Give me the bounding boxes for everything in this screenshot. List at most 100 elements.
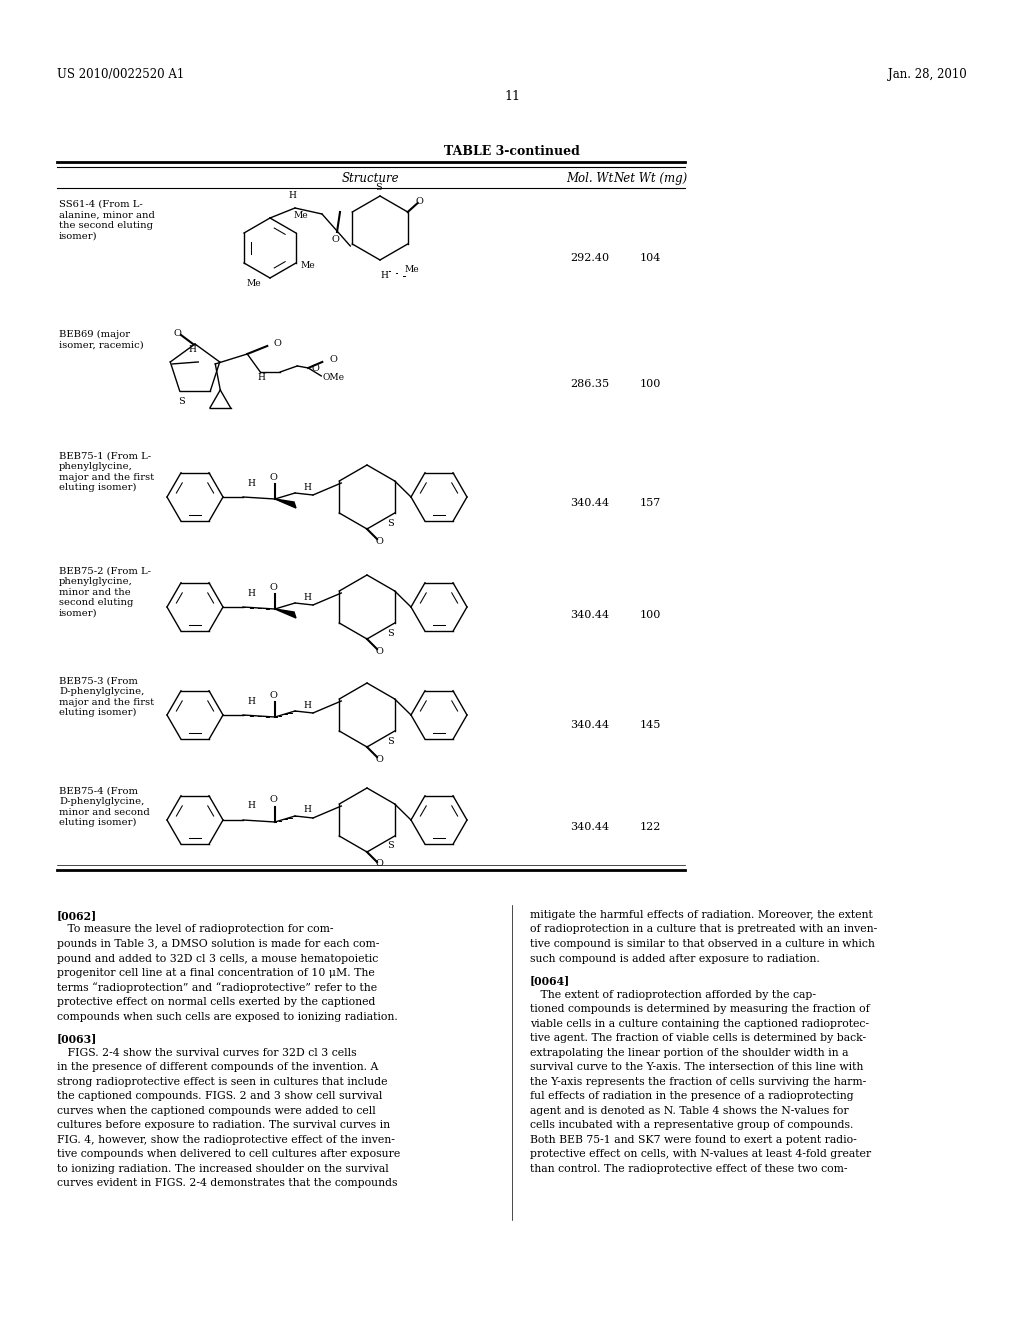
Text: H: H xyxy=(188,346,197,355)
Text: tive compound is similar to that observed in a culture in which: tive compound is similar to that observe… xyxy=(530,939,874,949)
Text: 286.35: 286.35 xyxy=(570,379,609,389)
Text: progenitor cell line at a final concentration of 10 μM. The: progenitor cell line at a final concentr… xyxy=(57,968,375,978)
Text: BEB75-1 (From L-
phenylglycine,
major and the first
eluting isomer): BEB75-1 (From L- phenylglycine, major an… xyxy=(59,451,155,492)
Text: O: O xyxy=(416,198,424,206)
Text: tive agent. The fraction of viable cells is determined by back-: tive agent. The fraction of viable cells… xyxy=(530,1034,866,1043)
Text: Structure: Structure xyxy=(341,172,398,185)
Text: 11: 11 xyxy=(504,90,520,103)
Text: cells incubated with a representative group of compounds.: cells incubated with a representative gr… xyxy=(530,1121,853,1130)
Text: BEB69 (major
isomer, racemic): BEB69 (major isomer, racemic) xyxy=(59,330,143,350)
Polygon shape xyxy=(275,499,296,508)
Text: viable cells in a culture containing the captioned radioprotec-: viable cells in a culture containing the… xyxy=(530,1019,869,1028)
Text: H: H xyxy=(380,272,388,281)
Text: H: H xyxy=(303,593,311,602)
Text: [0063]: [0063] xyxy=(57,1034,97,1044)
Text: O: O xyxy=(375,647,383,656)
Text: curves evident in FIGS. 2-4 demonstrates that the compounds: curves evident in FIGS. 2-4 demonstrates… xyxy=(57,1179,397,1188)
Text: Jan. 28, 2010: Jan. 28, 2010 xyxy=(888,69,967,81)
Text: 104: 104 xyxy=(639,253,660,263)
Text: SS61-4 (From L-
alanine, minor and
the second eluting
isomer): SS61-4 (From L- alanine, minor and the s… xyxy=(59,201,155,240)
Text: pound and added to 32D cl 3 cells, a mouse hematopoietic: pound and added to 32D cl 3 cells, a mou… xyxy=(57,953,378,964)
Text: curves when the captioned compounds were added to cell: curves when the captioned compounds were… xyxy=(57,1106,376,1115)
Text: H: H xyxy=(257,374,265,383)
Text: Me: Me xyxy=(247,279,261,288)
Text: the Y-axis represents the fraction of cells surviving the harm-: the Y-axis represents the fraction of ce… xyxy=(530,1077,866,1086)
Text: [0062]: [0062] xyxy=(57,909,97,921)
Text: protective effect on normal cells exerted by the captioned: protective effect on normal cells exerte… xyxy=(57,997,376,1007)
Text: 100: 100 xyxy=(639,610,660,620)
Text: H: H xyxy=(247,479,255,487)
Text: S: S xyxy=(387,842,394,850)
Text: O: O xyxy=(375,536,383,545)
Text: BEB75-2 (From L-
phenylglycine,
minor and the
second eluting
isomer): BEB75-2 (From L- phenylglycine, minor an… xyxy=(59,568,151,618)
Text: such compound is added after exposure to radiation.: such compound is added after exposure to… xyxy=(530,953,820,964)
Text: The extent of radioprotection afforded by the cap-: The extent of radioprotection afforded b… xyxy=(530,990,816,999)
Polygon shape xyxy=(275,609,296,618)
Text: Net Wt (mg): Net Wt (mg) xyxy=(613,172,687,185)
Text: 292.40: 292.40 xyxy=(570,253,609,263)
Text: H: H xyxy=(288,191,296,201)
Text: BEB75-3 (From
D-phenylglycine,
major and the first
eluting isomer): BEB75-3 (From D-phenylglycine, major and… xyxy=(59,677,155,717)
Text: 340.44: 340.44 xyxy=(570,719,609,730)
Text: mitigate the harmful effects of radiation. Moreover, the extent: mitigate the harmful effects of radiatio… xyxy=(530,909,872,920)
Text: TABLE 3-continued: TABLE 3-continued xyxy=(444,145,580,158)
Text: Me: Me xyxy=(294,210,308,219)
Text: Both BEB 75-1 and SK7 were found to exert a potent radio-: Both BEB 75-1 and SK7 were found to exer… xyxy=(530,1135,857,1144)
Text: S: S xyxy=(387,628,394,638)
Text: agent and is denoted as N. Table 4 shows the N-values for: agent and is denoted as N. Table 4 shows… xyxy=(530,1106,849,1115)
Text: O: O xyxy=(273,339,282,348)
Text: to ionizing radiation. The increased shoulder on the survival: to ionizing radiation. The increased sho… xyxy=(57,1164,389,1173)
Text: FIGS. 2-4 show the survival curves for 32D cl 3 cells: FIGS. 2-4 show the survival curves for 3… xyxy=(57,1048,356,1057)
Text: of radioprotection in a culture that is pretreated with an inven-: of radioprotection in a culture that is … xyxy=(530,924,878,935)
Text: [0064]: [0064] xyxy=(530,975,570,986)
Text: survival curve to the Y-axis. The intersection of this line with: survival curve to the Y-axis. The inters… xyxy=(530,1063,863,1072)
Text: Me: Me xyxy=(301,260,315,269)
Text: O: O xyxy=(375,859,383,869)
Text: 157: 157 xyxy=(639,498,660,507)
Text: Mol. Wt: Mol. Wt xyxy=(566,172,613,185)
Text: H: H xyxy=(303,805,311,814)
Text: 340.44: 340.44 xyxy=(570,610,609,620)
Text: strong radioprotective effect is seen in cultures that include: strong radioprotective effect is seen in… xyxy=(57,1077,387,1086)
Text: 122: 122 xyxy=(639,822,660,833)
Text: tioned compounds is determined by measuring the fraction of: tioned compounds is determined by measur… xyxy=(530,1005,869,1014)
Text: H: H xyxy=(247,801,255,810)
Text: O: O xyxy=(375,755,383,763)
Text: O: O xyxy=(269,796,276,804)
Text: US 2010/0022520 A1: US 2010/0022520 A1 xyxy=(57,69,184,81)
Text: cultures before exposure to radiation. The survival curves in: cultures before exposure to radiation. T… xyxy=(57,1121,390,1130)
Text: 340.44: 340.44 xyxy=(570,498,609,507)
Text: O: O xyxy=(311,364,319,374)
Text: S: S xyxy=(375,183,381,193)
Text: pounds in Table 3, a DMSO solution is made for each com-: pounds in Table 3, a DMSO solution is ma… xyxy=(57,939,379,949)
Text: than control. The radioprotective effect of these two com-: than control. The radioprotective effect… xyxy=(530,1164,848,1173)
Text: To measure the level of radioprotection for com-: To measure the level of radioprotection … xyxy=(57,924,334,935)
Text: O: O xyxy=(269,582,276,591)
Text: H: H xyxy=(303,483,311,491)
Text: O: O xyxy=(331,235,339,244)
Text: the captioned compounds. FIGS. 2 and 3 show cell survival: the captioned compounds. FIGS. 2 and 3 s… xyxy=(57,1092,382,1101)
Text: protective effect on cells, with N-values at least 4-fold greater: protective effect on cells, with N-value… xyxy=(530,1150,871,1159)
Text: O: O xyxy=(269,473,276,482)
Text: Me: Me xyxy=(404,265,419,275)
Text: H: H xyxy=(247,589,255,598)
Text: O: O xyxy=(269,690,276,700)
Text: H: H xyxy=(247,697,255,705)
Text: FIG. 4, however, show the radioprotective effect of the inven-: FIG. 4, however, show the radioprotectiv… xyxy=(57,1135,395,1144)
Text: O: O xyxy=(173,330,181,338)
Text: H: H xyxy=(303,701,311,710)
Text: 100: 100 xyxy=(639,379,660,389)
Text: BEB75-4 (From
D-phenylglycine,
minor and second
eluting isomer): BEB75-4 (From D-phenylglycine, minor and… xyxy=(59,787,150,828)
Text: ful effects of radiation in the presence of a radioprotecting: ful effects of radiation in the presence… xyxy=(530,1092,854,1101)
Text: S: S xyxy=(387,519,394,528)
Text: S: S xyxy=(178,396,185,405)
Text: compounds when such cells are exposed to ionizing radiation.: compounds when such cells are exposed to… xyxy=(57,1011,397,1022)
Text: 145: 145 xyxy=(639,719,660,730)
Text: S: S xyxy=(387,737,394,746)
Text: extrapolating the linear portion of the shoulder width in a: extrapolating the linear portion of the … xyxy=(530,1048,849,1057)
Text: terms “radioprotection” and “radioprotective” refer to the: terms “radioprotection” and “radioprotec… xyxy=(57,982,377,993)
Text: OMe: OMe xyxy=(323,374,344,383)
Text: 340.44: 340.44 xyxy=(570,822,609,833)
Text: tive compounds when delivered to cell cultures after exposure: tive compounds when delivered to cell cu… xyxy=(57,1150,400,1159)
Text: O: O xyxy=(330,355,337,364)
